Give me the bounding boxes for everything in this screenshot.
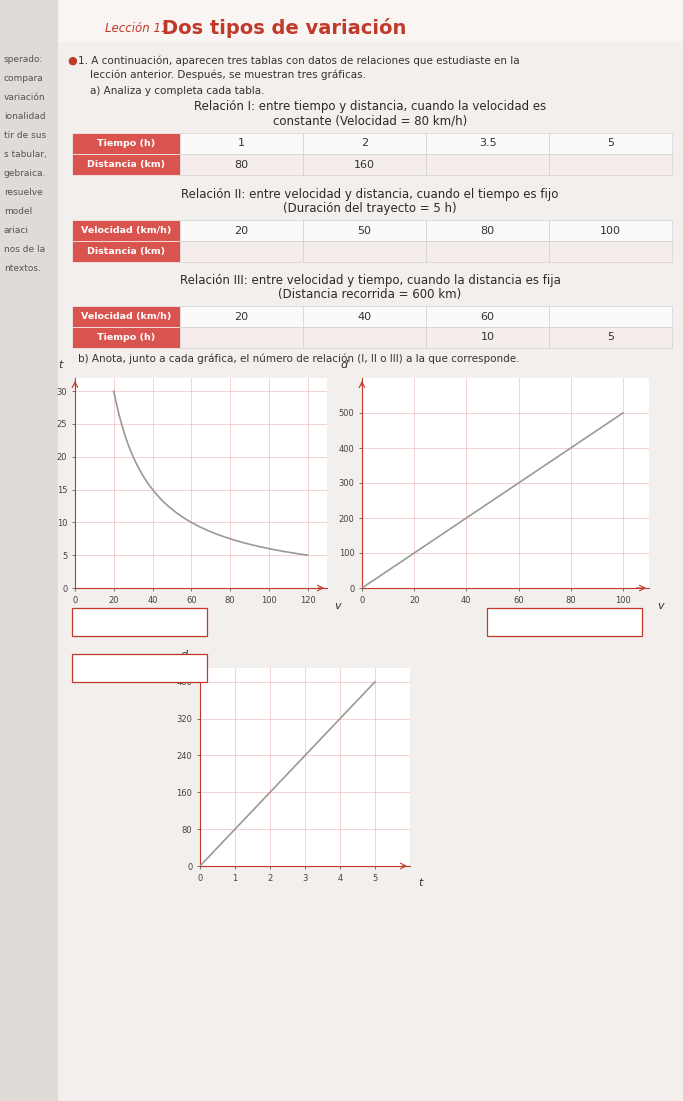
Text: Relación I: entre tiempo y distancia, cuando la velocidad es: Relación I: entre tiempo y distancia, cu… [194,100,546,113]
Bar [303,306,426,327]
Text: Velocidad (km/h): Velocidad (km/h) [81,312,171,321]
Bar [180,327,303,348]
Text: Relación II: entre velocidad y distancia, cuando el tiempo es fijo: Relación II: entre velocidad y distancia… [181,188,559,201]
Text: Velocidad (km/h): Velocidad (km/h) [81,226,171,235]
Bar [180,220,303,241]
Text: (Duración del trayecto = 5 h): (Duración del trayecto = 5 h) [283,201,457,215]
Text: sperado:: sperado: [4,55,44,64]
Text: Relación III: entre velocidad y tiempo, cuando la distancia es fija: Relación III: entre velocidad y tiempo, … [180,274,561,287]
Text: lección anterior. Después, se muestran tres gráficas.: lección anterior. Después, se muestran t… [90,70,366,80]
Text: resuelve: resuelve [4,188,43,197]
Bar [180,241,303,262]
Text: v: v [335,601,342,611]
Bar [549,220,672,241]
Bar [72,306,180,327]
Text: v: v [658,601,665,611]
Text: Dos tipos de variación: Dos tipos de variación [162,18,406,39]
Bar [426,133,549,154]
Bar [549,133,672,154]
Bar [72,154,180,175]
Text: ionalidad: ionalidad [4,112,46,121]
Bar [303,220,426,241]
Text: (Distancia recorrida = 600 km): (Distancia recorrida = 600 km) [279,288,462,301]
Bar [0,0,58,1101]
Bar [549,327,672,348]
Text: 50: 50 [357,226,372,236]
Text: Distancia (km): Distancia (km) [87,160,165,168]
Text: 100: 100 [600,226,621,236]
Bar [180,133,303,154]
Bar [58,0,683,42]
Bar [180,154,303,175]
Text: 5: 5 [607,333,614,342]
Text: variación: variación [4,92,46,102]
Bar [72,241,180,262]
Text: ●: ● [67,56,76,66]
Bar [72,133,180,154]
Bar [180,306,303,327]
Text: 60: 60 [481,312,494,321]
Text: 160: 160 [354,160,375,170]
Text: tir de sus: tir de sus [4,131,46,140]
Text: ntextos.: ntextos. [4,264,41,273]
Text: 2: 2 [361,139,368,149]
Text: b) Anota, junto a cada gráfica, el número de relación (I, II o III) a la que cor: b) Anota, junto a cada gráfica, el númer… [78,353,520,363]
Text: compara: compara [4,74,44,83]
Text: a) Analiza y completa cada tabla.: a) Analiza y completa cada tabla. [90,86,264,96]
Text: 1: 1 [238,139,245,149]
Text: 3.5: 3.5 [479,139,497,149]
Bar [426,241,549,262]
Bar [426,306,549,327]
Text: 1. A continuación, aparecen tres tablas con datos de relaciones que estudiaste e: 1. A continuación, aparecen tres tablas … [78,56,520,66]
Bar [303,327,426,348]
Text: t: t [58,360,62,370]
Bar [303,133,426,154]
Bar [426,327,549,348]
Text: Lección 11.: Lección 11. [105,22,172,34]
Text: s tabular,: s tabular, [4,150,46,159]
Bar [426,154,549,175]
Bar [549,306,672,327]
Bar [549,241,672,262]
Text: 5: 5 [607,139,614,149]
Text: constante (Velocidad = 80 km/h): constante (Velocidad = 80 km/h) [273,115,467,127]
Bar [72,220,180,241]
Text: 80: 80 [480,226,494,236]
Text: 20: 20 [234,312,249,321]
Bar [303,241,426,262]
Text: Distancia (km): Distancia (km) [87,247,165,257]
Text: nos de la: nos de la [4,246,45,254]
Text: 80: 80 [234,160,249,170]
Text: gebraica.: gebraica. [4,168,46,178]
Text: t: t [419,877,423,887]
Bar [303,154,426,175]
Bar [426,220,549,241]
Bar [549,154,672,175]
Text: d: d [341,360,348,370]
Text: 40: 40 [357,312,372,321]
Text: d: d [180,650,187,661]
Text: 10: 10 [481,333,494,342]
Text: Tiempo (h): Tiempo (h) [97,139,155,148]
Bar [72,327,180,348]
Text: 20: 20 [234,226,249,236]
Text: Tiempo (h): Tiempo (h) [97,333,155,342]
Text: ariaci: ariaci [4,226,29,235]
Text: model: model [4,207,32,216]
